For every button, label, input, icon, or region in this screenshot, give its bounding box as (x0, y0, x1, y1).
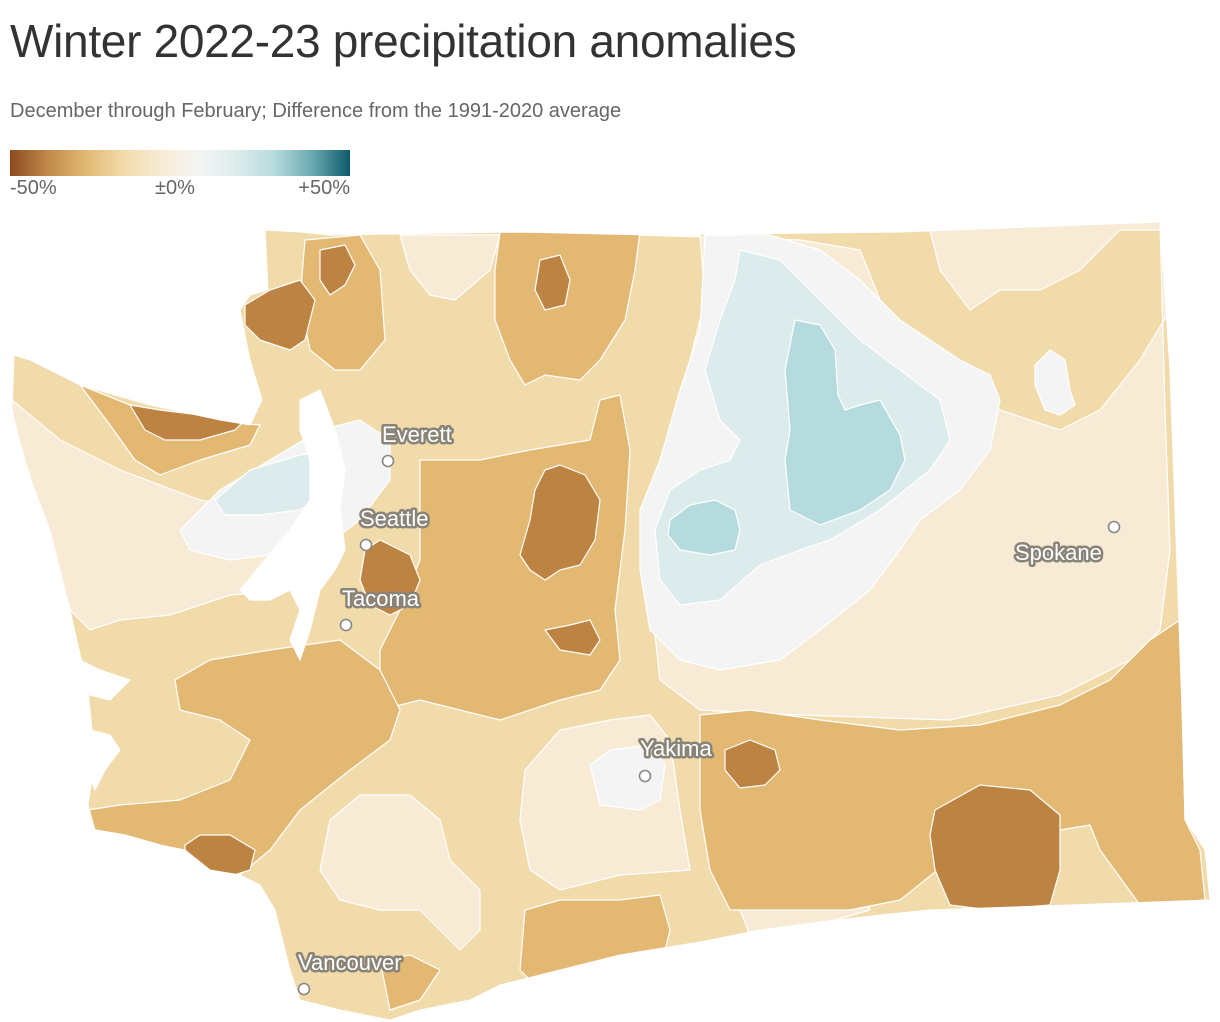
city-tacoma[interactable]: Tacoma (339, 584, 422, 632)
chart-title: Winter 2022-23 precipitation anomalies (10, 15, 797, 67)
city-dot-icon (638, 769, 652, 783)
contour-very-dry-southeast (929, 784, 1061, 911)
legend-mid-label: ±0% (155, 177, 195, 199)
legend-min-label: -50% (10, 177, 57, 199)
legend-gradient-bar (10, 150, 350, 176)
contour-very-dry-olympics (129, 404, 251, 441)
city-seattle[interactable]: Seattle (358, 504, 431, 552)
grays-harbor-water (79, 659, 131, 701)
contour-wet-northeast (784, 319, 906, 526)
city-dot-icon (339, 618, 353, 632)
state-outline (11, 221, 1211, 1021)
contour-dry-south-central (519, 894, 671, 991)
city-markers: Everett Seattle Tacoma Yakima Spokane Va… (296, 420, 1121, 996)
contour-very-dry-san-juan (244, 279, 316, 351)
city-label-everett: Everett (382, 422, 452, 447)
city-label-seattle: Seattle (360, 506, 429, 531)
chart-subtitle: December through February; Difference fr… (10, 100, 622, 122)
contour-wet-southwest (667, 499, 741, 556)
puget-sound-water (239, 389, 346, 661)
city-label-tacoma: Tacoma (342, 586, 420, 611)
city-vancouver[interactable]: Vancouver (296, 948, 404, 996)
city-label-yakima: Yakima (640, 736, 712, 761)
color-legend: -50% ±0% +50% (10, 150, 350, 202)
city-dot-icon (381, 454, 395, 468)
washington-anomaly-map: Everett Seattle Tacoma Yakima Spokane Va… (11, 221, 1211, 1021)
contour-slightly-dry-southwest (319, 794, 481, 951)
city-dot-icon (359, 538, 373, 552)
contour-dry-vancouver-east (379, 954, 441, 1011)
contour-very-dry-central (519, 464, 601, 581)
contour-dry-north-cascades (494, 231, 641, 386)
city-spokane[interactable]: Spokane (1013, 520, 1121, 568)
city-label-spokane: Spokane (1015, 540, 1102, 565)
legend-labels: -50% ±0% +50% (10, 176, 350, 202)
city-yakima[interactable]: Yakima (638, 734, 715, 783)
legend-max-label: +50% (298, 177, 350, 199)
contour-very-dry-yakima-east (724, 739, 781, 789)
contour-near-normal-yakima (589, 744, 666, 811)
contour-very-dry-rainier (544, 619, 601, 656)
city-dot-icon (297, 982, 311, 996)
contour-very-dry-north-cascades (534, 254, 571, 311)
contour-near-normal-spokane (1034, 349, 1076, 416)
city-label-vancouver: Vancouver (298, 950, 402, 975)
city-dot-icon (1107, 520, 1121, 534)
contour-very-dry-tacoma (359, 539, 421, 616)
city-everett[interactable]: Everett (380, 420, 454, 468)
contour-layers (12, 222, 1210, 1020)
contour-very-dry-bellingham (319, 244, 356, 296)
